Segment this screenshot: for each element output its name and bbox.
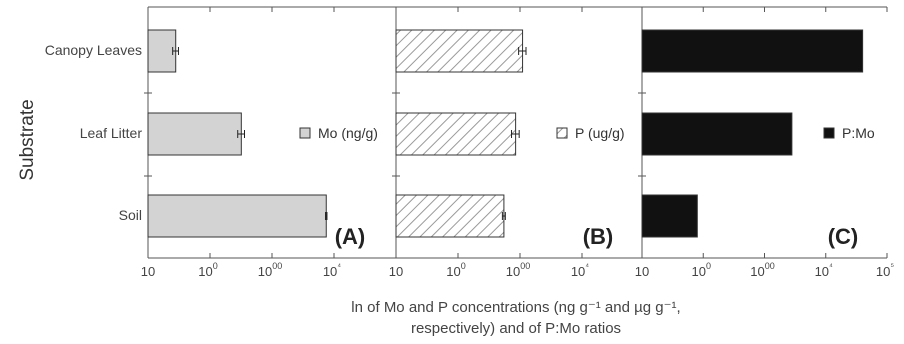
panel-a-bar-canopy-leaves: [147, 29, 177, 73]
panel-c-x-tick-label-2: 1000: [750, 261, 774, 279]
panel-c-x-tick-label-0: 10: [635, 264, 649, 279]
panel-c-bar-soil: [641, 194, 698, 238]
panel-b-x-tick-label-3: 10⁴: [571, 261, 589, 279]
panel-c-x-tick-label-4: 10⁵: [876, 261, 894, 279]
panel-b-x-tick-label-1: 100: [446, 261, 465, 279]
panel-c-bar-canopy-leaves: [641, 29, 864, 73]
panel-b-letter: (B): [583, 224, 614, 249]
x-axis-label-line-2: respectively) and of P:Mo ratios: [411, 320, 621, 337]
panel-a-x-tick-label-3: 10⁴: [323, 261, 341, 279]
panel-b-legend-label: P (ug/g): [575, 125, 625, 141]
category-labels: Canopy Leaves Leaf Litter Soil: [45, 42, 143, 223]
panel-b-legend-swatch: [556, 127, 568, 139]
panel-b-x-tick-label-0: 10: [389, 264, 403, 279]
panel-c-x-tick-label-1: 100: [692, 261, 711, 279]
panel-c-bar-leaf-litter: [641, 112, 793, 156]
panel-a-x-tick-label-1: 100: [198, 261, 217, 279]
panel-c-legend-swatch: [823, 127, 835, 139]
panel-b-bar-leaf-litter: [395, 112, 517, 156]
panel-a-legend-swatch: [299, 127, 311, 139]
panel-a-bar-leaf-litter: [147, 112, 242, 156]
panel-a-letter: (A): [335, 224, 366, 249]
panel-c-x-tick-label-3: 10⁴: [815, 261, 833, 279]
panel-c-letter: (C): [828, 224, 859, 249]
panel-a-x-tick-label-2: 1000: [258, 261, 282, 279]
panel-a-bar-soil: [147, 194, 327, 238]
panel-c-legend-label: P:Mo: [842, 125, 875, 141]
panel-a-legend-label: Mo (ng/g): [318, 125, 378, 141]
panel-b-bar-canopy-leaves: [395, 29, 524, 73]
panel-b-p: 10 100 1000 10⁴ P (ug/g) (B): [389, 6, 643, 279]
panel-c-p-mo-ratio: 10 100 1000 10⁴ 10⁵ P:Mo (C): [635, 6, 894, 279]
category-label-soil: Soil: [119, 207, 142, 223]
panel-b-x-tick-label-2: 1000: [506, 261, 530, 279]
x-axis-label-line-1: ln of Mo and P concentrations (ng g⁻¹ an…: [351, 299, 680, 316]
category-label-canopy-leaves: Canopy Leaves: [45, 42, 142, 58]
category-label-leaf-litter: Leaf Litter: [80, 125, 143, 141]
panel-b-bar-soil: [395, 194, 505, 238]
y-axis-label: Substrate: [17, 99, 38, 180]
x-axis-label: ln of Mo and P concentrations (ng g⁻¹ an…: [351, 299, 680, 337]
panel-a-mo: 10 100 1000 10⁴ Mo (ng/g) (A): [141, 6, 397, 279]
panel-a-x-tick-label-0: 10: [141, 264, 155, 279]
